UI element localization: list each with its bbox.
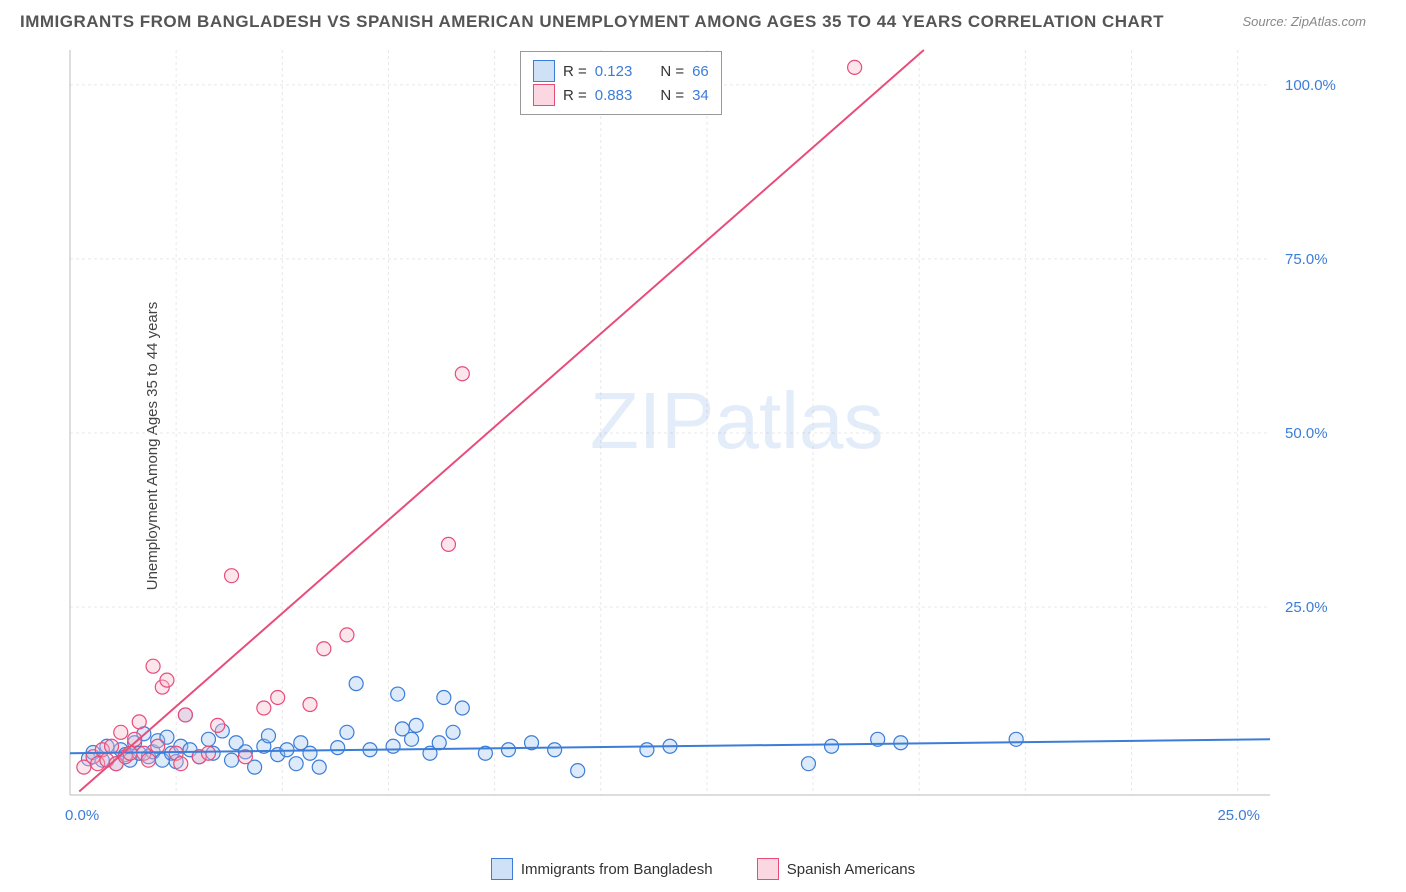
svg-text:50.0%: 50.0% (1285, 425, 1328, 442)
svg-text:25.0%: 25.0% (1217, 807, 1260, 824)
legend-swatch-blue (533, 60, 555, 82)
r-label: R = (563, 63, 587, 80)
legend-swatch-pink-2 (757, 858, 779, 880)
n-label: N = (660, 63, 684, 80)
r-label-2: R = (563, 87, 587, 104)
n-label-2: N = (660, 87, 684, 104)
r-value-1: 0.123 (595, 63, 633, 80)
stats-legend-box: R = 0.123 N = 66 R = 0.883 N = 34 (520, 51, 722, 115)
stats-legend-row-2: R = 0.883 N = 34 (533, 84, 709, 106)
chart-title: IMMIGRANTS FROM BANGLADESH VS SPANISH AM… (20, 12, 1164, 32)
source-label: Source: ZipAtlas.com (1242, 14, 1366, 29)
bottom-legend: Immigrants from Bangladesh Spanish Ameri… (0, 858, 1406, 884)
n-value-2: 34 (692, 87, 709, 104)
svg-text:75.0%: 75.0% (1285, 251, 1328, 268)
plot-area: 25.0%50.0%75.0%100.0%0.0%25.0% ZIPatlas … (60, 45, 1340, 835)
r-value-2: 0.883 (595, 87, 633, 104)
svg-text:25.0%: 25.0% (1285, 599, 1328, 616)
svg-text:0.0%: 0.0% (65, 807, 99, 824)
bottom-legend-item-2: Spanish Americans (757, 858, 915, 880)
bottom-legend-item-1: Immigrants from Bangladesh (491, 858, 713, 880)
n-value-1: 66 (692, 63, 709, 80)
bottom-legend-label-2: Spanish Americans (787, 861, 915, 878)
legend-swatch-blue-2 (491, 858, 513, 880)
chart-svg: 25.0% 50.0% 75.0% 100.0% 0.0% 25.0% (60, 45, 1340, 835)
stats-legend-row-1: R = 0.123 N = 66 (533, 60, 709, 82)
legend-swatch-pink (533, 84, 555, 106)
svg-text:100.0%: 100.0% (1285, 77, 1336, 94)
bottom-legend-label-1: Immigrants from Bangladesh (521, 861, 713, 878)
